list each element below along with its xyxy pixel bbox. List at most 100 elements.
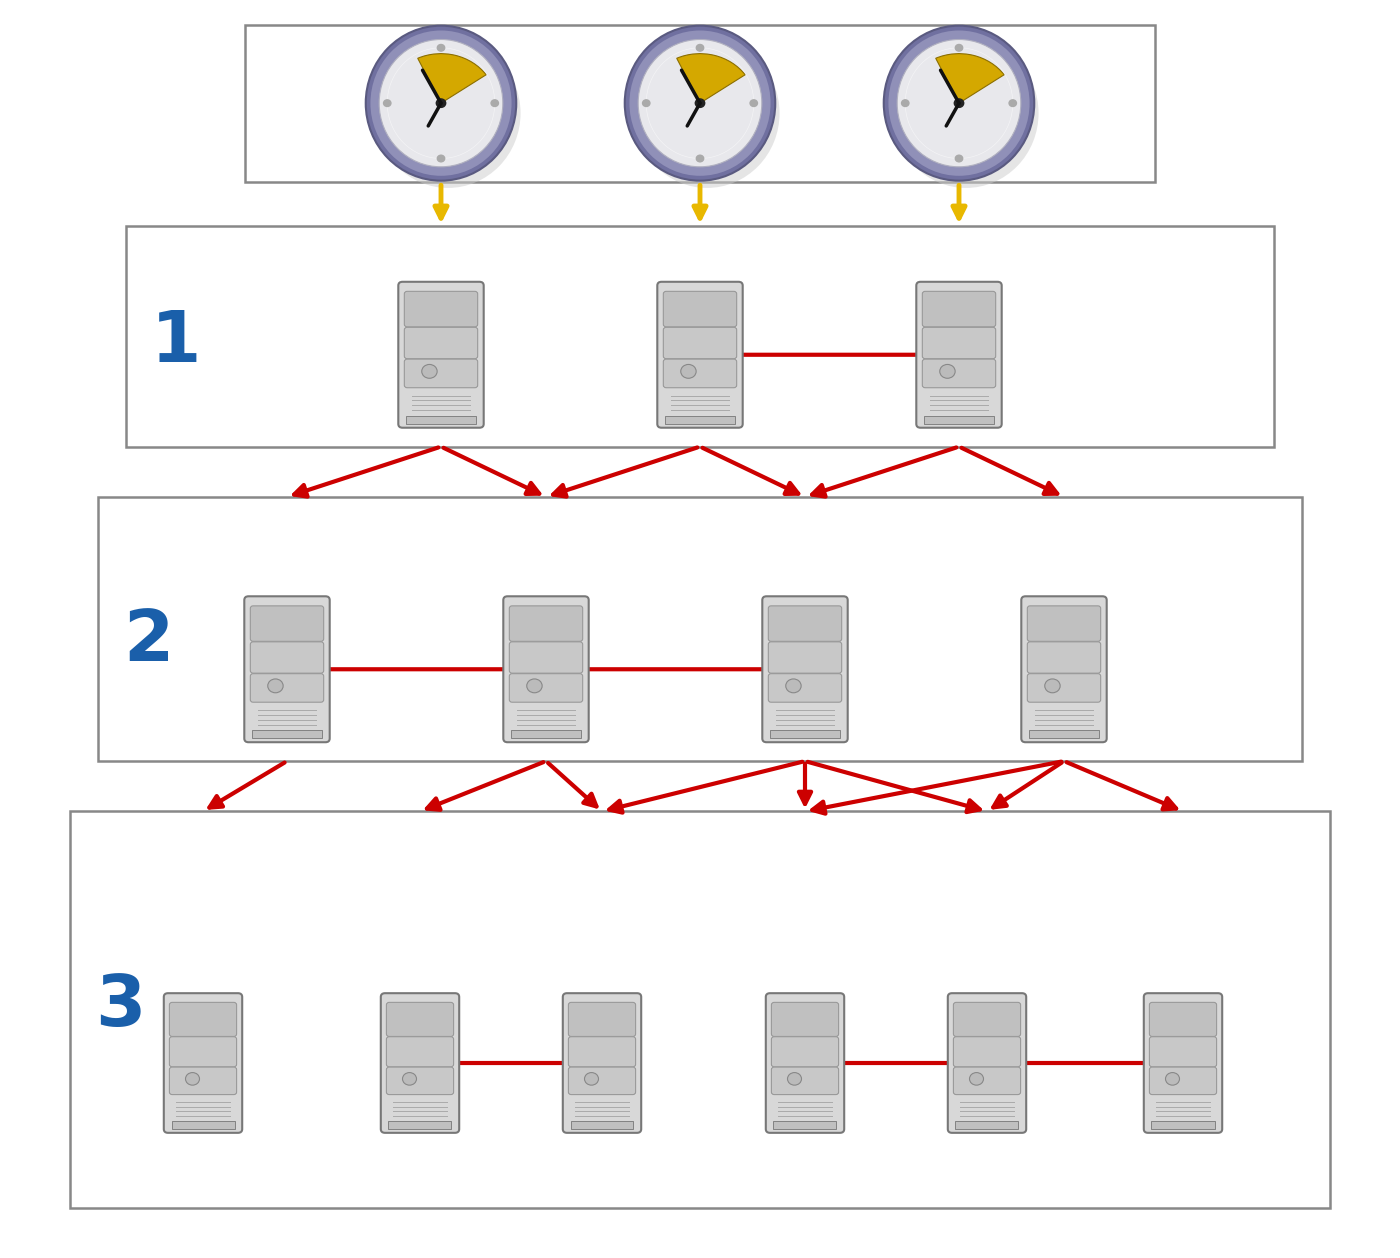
FancyBboxPatch shape [1028,606,1100,642]
FancyBboxPatch shape [771,1067,839,1094]
Wedge shape [417,54,486,103]
Ellipse shape [375,39,521,187]
FancyBboxPatch shape [169,1067,237,1094]
FancyBboxPatch shape [251,674,323,702]
FancyBboxPatch shape [405,292,477,327]
FancyBboxPatch shape [771,1003,839,1037]
FancyBboxPatch shape [510,674,582,702]
FancyBboxPatch shape [244,596,330,742]
FancyBboxPatch shape [388,1121,451,1130]
FancyBboxPatch shape [762,596,847,742]
Circle shape [902,99,909,107]
FancyBboxPatch shape [568,1067,636,1094]
Ellipse shape [630,30,770,176]
FancyBboxPatch shape [955,1121,1018,1130]
Ellipse shape [634,39,780,187]
FancyBboxPatch shape [386,1003,454,1037]
FancyBboxPatch shape [563,994,641,1132]
Text: 3: 3 [95,972,146,1040]
Ellipse shape [897,39,1021,167]
FancyBboxPatch shape [1149,1037,1217,1067]
FancyBboxPatch shape [568,1003,636,1037]
Circle shape [787,1073,801,1086]
Ellipse shape [624,25,776,181]
FancyBboxPatch shape [169,1003,237,1037]
FancyBboxPatch shape [664,327,736,359]
FancyBboxPatch shape [1022,596,1106,742]
FancyBboxPatch shape [251,642,323,673]
Text: 1: 1 [151,308,202,376]
Ellipse shape [883,25,1035,181]
FancyBboxPatch shape [1028,642,1100,673]
FancyBboxPatch shape [948,994,1026,1132]
Circle shape [526,679,542,693]
FancyBboxPatch shape [770,730,840,738]
FancyBboxPatch shape [1028,674,1100,702]
Circle shape [585,1073,599,1086]
FancyBboxPatch shape [571,1121,633,1130]
Circle shape [750,99,757,107]
FancyBboxPatch shape [169,1037,237,1067]
Circle shape [696,99,704,107]
FancyBboxPatch shape [406,415,476,424]
FancyBboxPatch shape [1149,1003,1217,1037]
Circle shape [1165,1073,1179,1086]
FancyBboxPatch shape [1151,1121,1215,1130]
Circle shape [955,99,963,107]
FancyBboxPatch shape [658,282,742,428]
FancyBboxPatch shape [164,994,242,1132]
Circle shape [421,365,437,379]
Circle shape [384,99,391,107]
Circle shape [403,1073,417,1086]
Circle shape [491,99,498,107]
FancyBboxPatch shape [953,1037,1021,1067]
FancyBboxPatch shape [664,292,736,327]
FancyBboxPatch shape [511,730,581,738]
FancyBboxPatch shape [924,415,994,424]
Ellipse shape [638,39,762,167]
FancyBboxPatch shape [769,606,841,642]
Ellipse shape [365,25,517,181]
FancyBboxPatch shape [568,1037,636,1067]
FancyBboxPatch shape [126,226,1274,447]
Wedge shape [676,54,745,103]
Circle shape [437,44,445,52]
FancyBboxPatch shape [1149,1067,1217,1094]
Circle shape [1044,679,1060,693]
Circle shape [643,99,650,107]
Circle shape [696,44,704,52]
FancyBboxPatch shape [664,360,736,387]
FancyBboxPatch shape [1144,994,1222,1132]
FancyBboxPatch shape [917,282,1002,428]
Ellipse shape [893,39,1039,187]
FancyBboxPatch shape [398,282,484,428]
FancyBboxPatch shape [923,360,995,387]
FancyBboxPatch shape [381,994,459,1132]
Circle shape [955,155,963,162]
FancyBboxPatch shape [98,497,1302,761]
FancyBboxPatch shape [923,292,995,327]
FancyBboxPatch shape [953,1067,1021,1094]
Circle shape [955,44,963,52]
Circle shape [785,679,801,693]
Circle shape [939,365,955,379]
FancyBboxPatch shape [923,327,995,359]
Circle shape [1009,99,1016,107]
Ellipse shape [371,30,511,176]
Ellipse shape [379,39,503,167]
Circle shape [680,365,696,379]
FancyBboxPatch shape [510,642,582,673]
Text: 2: 2 [123,608,174,676]
FancyBboxPatch shape [769,642,841,673]
FancyBboxPatch shape [171,1121,235,1130]
FancyBboxPatch shape [773,1121,836,1130]
FancyBboxPatch shape [405,327,477,359]
Wedge shape [935,54,1004,103]
Circle shape [267,679,283,693]
Circle shape [696,155,704,162]
FancyBboxPatch shape [766,994,844,1132]
FancyBboxPatch shape [251,606,323,642]
FancyBboxPatch shape [245,25,1155,182]
Ellipse shape [889,30,1029,176]
FancyBboxPatch shape [771,1037,839,1067]
